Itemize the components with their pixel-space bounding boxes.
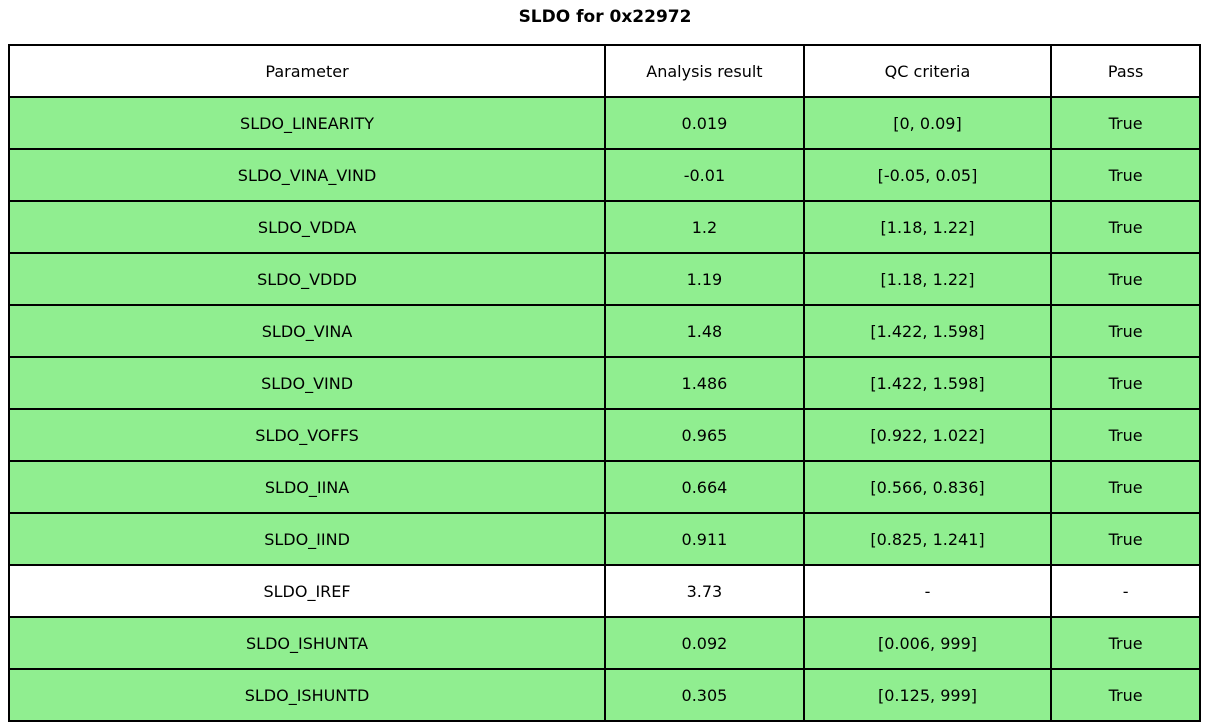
table-row: SLDO_VOFFS 0.965 [0.922, 1.022] True	[7, 408, 1201, 462]
cell-qc-criteria: [0.006, 999]	[802, 616, 1053, 670]
table-row: SLDO_LINEARITY 0.019 [0, 0.09] True	[7, 96, 1201, 150]
cell-parameter: SLDO_VINA_VIND	[7, 148, 607, 202]
table-row: SLDO_VDDA 1.2 [1.18, 1.22] True	[7, 200, 1201, 254]
cell-pass: True	[1050, 668, 1201, 722]
cell-analysis-result: 1.19	[604, 252, 805, 306]
cell-parameter: SLDO_VIND	[7, 356, 607, 410]
table-row: SLDO_ISHUNTA 0.092 [0.006, 999] True	[7, 616, 1201, 670]
cell-pass: True	[1050, 252, 1201, 306]
cell-qc-criteria: [1.18, 1.22]	[802, 200, 1053, 254]
cell-analysis-result: 0.019	[604, 96, 805, 150]
cell-analysis-result: 0.305	[604, 668, 805, 722]
table-row: SLDO_IIND 0.911 [0.825, 1.241] True	[7, 512, 1201, 566]
cell-pass: True	[1050, 512, 1201, 566]
header-row: Parameter Analysis result QC criteria Pa…	[7, 44, 1201, 98]
table-row: SLDO_ISHUNTD 0.305 [0.125, 999] True	[7, 668, 1201, 722]
cell-qc-criteria: [1.18, 1.22]	[802, 252, 1053, 306]
cell-pass: True	[1050, 356, 1201, 410]
cell-pass: True	[1050, 304, 1201, 358]
table-body: SLDO_LINEARITY 0.019 [0, 0.09] True SLDO…	[7, 96, 1201, 722]
cell-qc-criteria: [0.566, 0.836]	[802, 460, 1053, 514]
cell-analysis-result: 1.48	[604, 304, 805, 358]
cell-analysis-result: 0.664	[604, 460, 805, 514]
cell-qc-criteria: [1.422, 1.598]	[802, 304, 1053, 358]
cell-qc-criteria: [0.922, 1.022]	[802, 408, 1053, 462]
column-header-pass: Pass	[1050, 44, 1201, 98]
cell-parameter: SLDO_ISHUNTD	[7, 668, 607, 722]
table-row: SLDO_IREF 3.73 - -	[7, 564, 1201, 618]
cell-parameter: SLDO_VOFFS	[7, 408, 607, 462]
cell-qc-criteria: [-0.05, 0.05]	[802, 148, 1053, 202]
cell-parameter: SLDO_ISHUNTA	[7, 616, 607, 670]
table-row: SLDO_VINA_VIND -0.01 [-0.05, 0.05] True	[7, 148, 1201, 202]
cell-analysis-result: 3.73	[604, 564, 805, 618]
cell-pass: True	[1050, 200, 1201, 254]
column-header-qc-criteria: QC criteria	[802, 44, 1053, 98]
column-header-analysis-result: Analysis result	[604, 44, 805, 98]
table-row: SLDO_VDDD 1.19 [1.18, 1.22] True	[7, 252, 1201, 306]
cell-analysis-result: 0.911	[604, 512, 805, 566]
table-row: SLDO_VINA 1.48 [1.422, 1.598] True	[7, 304, 1201, 358]
cell-parameter: SLDO_IREF	[7, 564, 607, 618]
cell-parameter: SLDO_IIND	[7, 512, 607, 566]
cell-parameter: SLDO_LINEARITY	[7, 96, 607, 150]
cell-analysis-result: -0.01	[604, 148, 805, 202]
cell-qc-criteria: -	[802, 564, 1053, 618]
cell-parameter: SLDO_VDDD	[7, 252, 607, 306]
table-row: SLDO_VIND 1.486 [1.422, 1.598] True	[7, 356, 1201, 410]
cell-pass: True	[1050, 616, 1201, 670]
cell-pass: True	[1050, 460, 1201, 514]
qc-results-table: Parameter Analysis result QC criteria Pa…	[7, 44, 1201, 722]
table-header: Parameter Analysis result QC criteria Pa…	[7, 44, 1201, 98]
cell-parameter: SLDO_VINA	[7, 304, 607, 358]
cell-qc-criteria: [0.825, 1.241]	[802, 512, 1053, 566]
cell-pass: True	[1050, 408, 1201, 462]
cell-qc-criteria: [0, 0.09]	[802, 96, 1053, 150]
column-header-parameter: Parameter	[7, 44, 607, 98]
cell-analysis-result: 0.092	[604, 616, 805, 670]
cell-pass: True	[1050, 96, 1201, 150]
cell-parameter: SLDO_VDDA	[7, 200, 607, 254]
cell-qc-criteria: [1.422, 1.598]	[802, 356, 1053, 410]
cell-analysis-result: 1.2	[604, 200, 805, 254]
table-row: SLDO_IINA 0.664 [0.566, 0.836] True	[7, 460, 1201, 514]
cell-parameter: SLDO_IINA	[7, 460, 607, 514]
cell-pass: -	[1050, 564, 1201, 618]
cell-pass: True	[1050, 148, 1201, 202]
cell-analysis-result: 0.965	[604, 408, 805, 462]
cell-analysis-result: 1.486	[604, 356, 805, 410]
cell-qc-criteria: [0.125, 999]	[802, 668, 1053, 722]
page-title: SLDO for 0x22972	[518, 7, 692, 27]
